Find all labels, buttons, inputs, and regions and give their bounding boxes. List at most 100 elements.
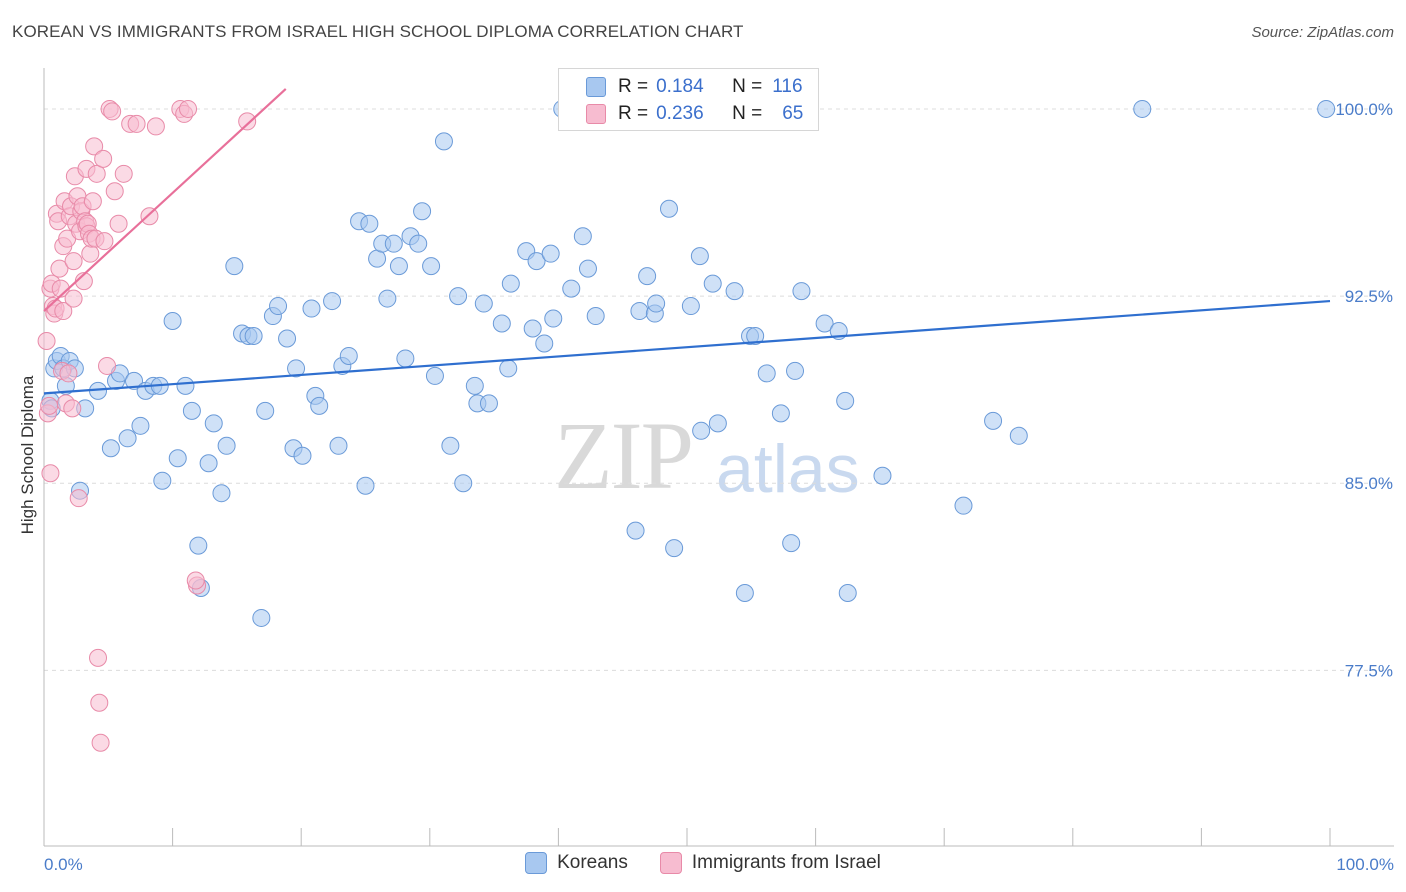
legend-swatch-koreans [586, 76, 606, 97]
point-israel [37, 331, 56, 350]
watermark-atlas: atlas [716, 431, 860, 507]
watermark-zip: ZIP [554, 402, 694, 509]
point-koreans [681, 297, 700, 316]
data-points [37, 99, 1336, 752]
y-tick-label: 92.5% [1345, 287, 1393, 306]
point-koreans [356, 476, 375, 495]
r-value: 0.236 [656, 102, 704, 124]
legend-row-israel: R = 0.236 N = 65 [559, 100, 803, 127]
n-value: 65 [782, 102, 804, 124]
point-koreans [396, 349, 415, 368]
point-israel [179, 99, 198, 118]
point-koreans [836, 391, 855, 410]
point-koreans [252, 608, 271, 627]
point-koreans [586, 307, 605, 326]
n-label: N = [732, 75, 763, 97]
point-israel [94, 149, 113, 168]
n-value: 116 [772, 75, 803, 97]
point-koreans [153, 471, 172, 490]
point-koreans [118, 429, 137, 448]
point-koreans [1009, 426, 1028, 445]
point-koreans [163, 312, 182, 331]
point-koreans [838, 583, 857, 602]
point-koreans [310, 396, 329, 415]
point-koreans [626, 521, 645, 540]
point-israel [50, 259, 69, 278]
point-israel [59, 364, 78, 383]
point-koreans [189, 536, 208, 555]
point-koreans [474, 294, 493, 313]
point-koreans [302, 299, 321, 318]
r-label: R = [618, 75, 649, 97]
point-koreans [499, 359, 518, 378]
point-koreans [757, 364, 776, 383]
point-koreans [287, 359, 306, 378]
point-israel [85, 137, 104, 156]
point-koreans [786, 361, 805, 380]
legend-item-koreans[interactable]: Koreans [525, 852, 628, 874]
legend-label: Immigrants from Israel [691, 852, 881, 873]
point-israel [146, 117, 165, 136]
point-koreans [378, 289, 397, 308]
point-koreans [168, 449, 187, 468]
point-koreans [578, 259, 597, 278]
point-israel [186, 571, 205, 590]
point-koreans [492, 314, 511, 333]
point-koreans [409, 234, 428, 253]
legend-item-israel[interactable]: Immigrants from Israel [659, 852, 881, 874]
point-koreans [782, 534, 801, 553]
point-koreans [182, 401, 201, 420]
point-koreans [523, 319, 542, 338]
point-koreans [638, 267, 657, 286]
point-koreans [454, 474, 473, 493]
point-israel [105, 182, 124, 201]
y-tick-label: 100.0% [1335, 100, 1393, 119]
point-koreans [293, 446, 312, 465]
point-koreans [441, 436, 460, 455]
trend-line-israel [43, 88, 287, 312]
point-israel [103, 102, 122, 121]
point-koreans [665, 539, 684, 558]
point-koreans [544, 309, 563, 328]
point-koreans [339, 346, 358, 365]
n-label: N = [732, 102, 763, 124]
point-koreans [692, 421, 711, 440]
point-koreans [1133, 99, 1152, 118]
point-koreans [1317, 99, 1336, 118]
point-israel [69, 489, 88, 508]
point-koreans [708, 414, 727, 433]
legend-swatch [525, 852, 548, 874]
point-israel [91, 733, 110, 752]
point-israel [90, 693, 109, 712]
axes [43, 68, 1394, 847]
point-koreans [323, 292, 342, 311]
tick-labels: 77.5% 85.0% 92.5% 100.0% 0.0% 100.0% [44, 100, 1394, 874]
point-israel [140, 207, 159, 226]
point-israel [238, 112, 257, 131]
r-label: R = [618, 102, 649, 124]
point-israel [98, 356, 117, 375]
point-israel [89, 648, 108, 667]
point-koreans [449, 287, 468, 306]
y-tick-label: 77.5% [1345, 661, 1393, 680]
point-koreans [527, 252, 546, 271]
series-legend: Koreans Immigrants from Israel [0, 852, 1406, 874]
point-koreans [131, 416, 150, 435]
point-koreans [573, 227, 592, 246]
point-koreans [535, 334, 554, 353]
point-koreans [954, 496, 973, 515]
trend-line-koreans [43, 299, 1331, 395]
point-israel [109, 214, 128, 233]
point-koreans [176, 376, 195, 395]
point-israel [64, 252, 83, 271]
point-israel [81, 244, 100, 263]
point-koreans [199, 454, 218, 473]
point-koreans [647, 294, 666, 313]
chart-title: KOREAN VS IMMIGRANTS FROM ISRAEL HIGH SC… [12, 22, 744, 41]
point-israel [95, 232, 114, 251]
point-koreans [256, 401, 275, 420]
point-israel [40, 396, 59, 415]
point-koreans [204, 414, 223, 433]
point-koreans [541, 244, 560, 263]
point-koreans [125, 371, 144, 390]
